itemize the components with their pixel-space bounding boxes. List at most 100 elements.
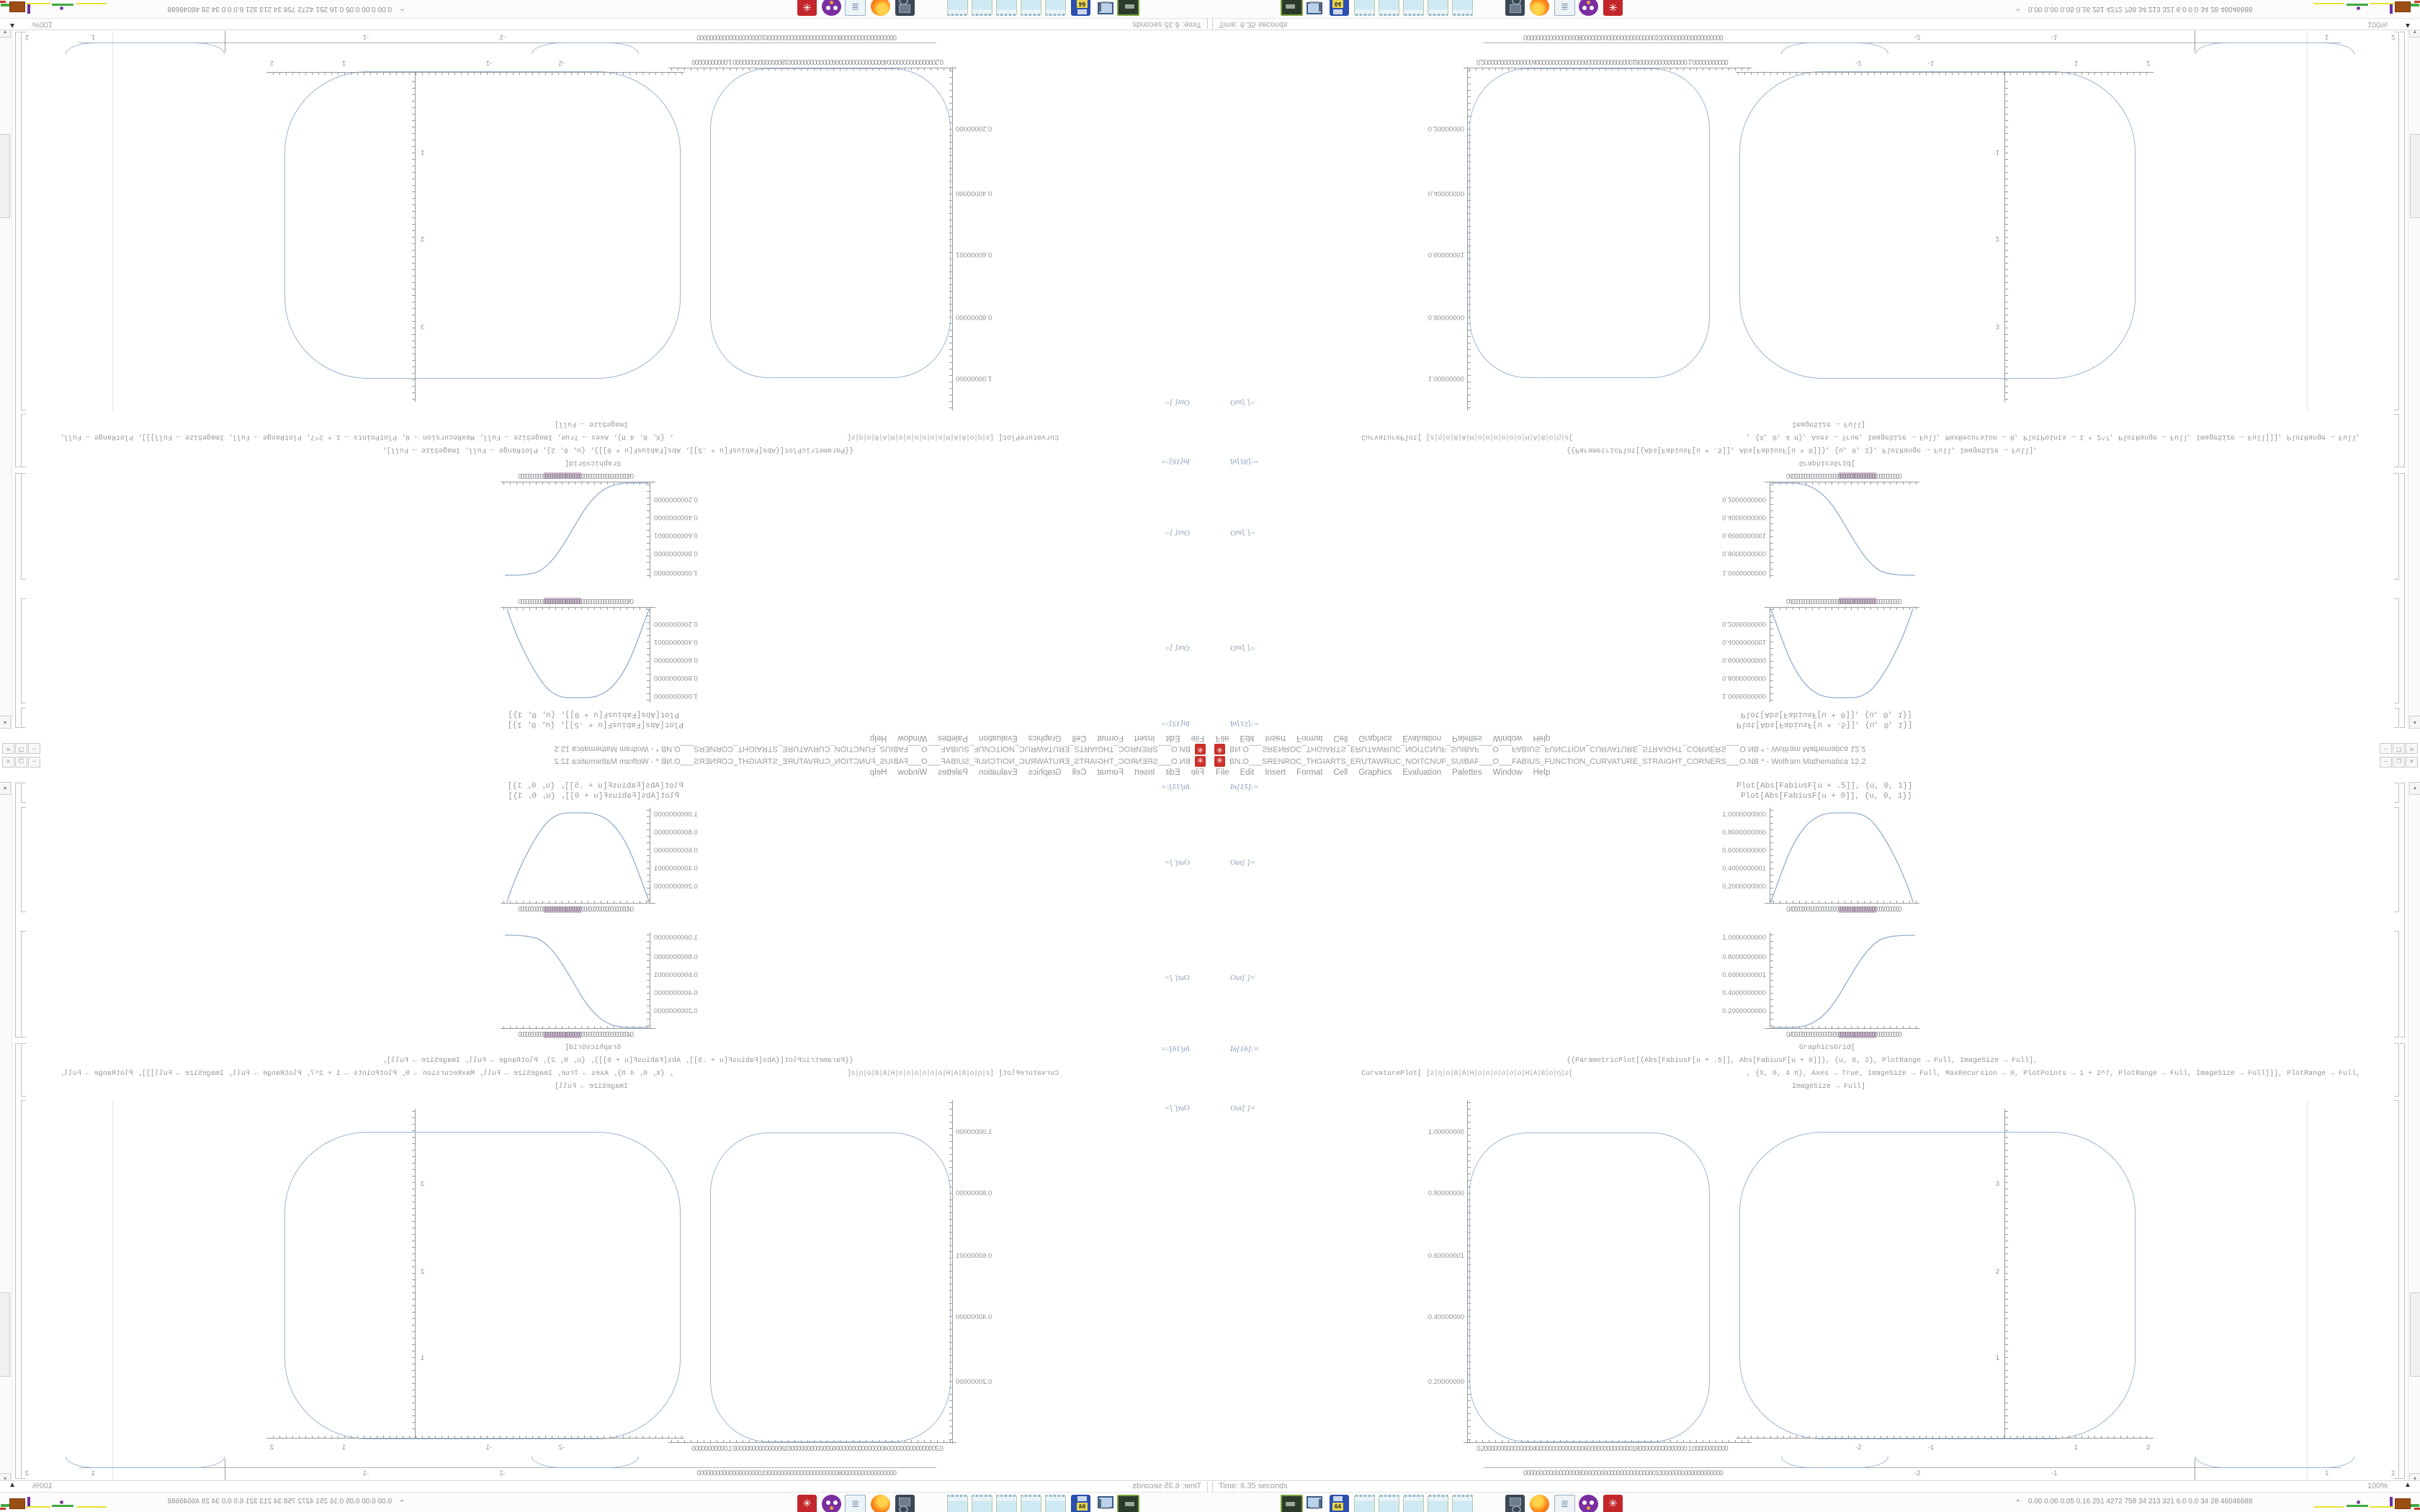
red-gear-icon[interactable]: ✳ [797, 1495, 817, 1512]
monitor-gear-icon[interactable] [1505, 1495, 1525, 1512]
tray-meter-green-icon[interactable] [2347, 4, 2368, 6]
tray-meter-red-icon[interactable] [2414, 1, 2420, 3]
restore-button[interactable]: ❐ [2393, 743, 2405, 754]
tray-meter-red-icon[interactable] [2414, 1508, 2420, 1510]
code-cell-1-line-2[interactable]: Plot[Abs[FabiusF[u + 0]], {u, 0, 1}] [508, 792, 679, 801]
menu-window[interactable]: Window [897, 734, 928, 742]
cell-group-bracket[interactable] [2400, 783, 2405, 1038]
menu-cell[interactable]: Cell [1333, 734, 1348, 742]
notepad-icon[interactable] [1045, 1495, 1066, 1512]
tray-meter-brown-icon[interactable] [9, 1498, 25, 1509]
vertical-scrollbar[interactable]: ▲ ▼ [2408, 19, 2420, 729]
vertical-scrollbar[interactable]: ▲ ▼ [2408, 781, 2420, 1491]
menu-graphics[interactable]: Graphics [1028, 768, 1062, 777]
code-cell-2-line-3b[interactable]: , {X, 0, 4 π}, Axes → True, ImageSize → … [1747, 1070, 2361, 1078]
cell-bracket[interactable] [21, 708, 26, 728]
code-cell-1-line-1[interactable]: Plot[Abs[FabiusF[u + .5]], {u, 0, 1}] [1736, 720, 1913, 729]
code-cell-2-line-3b[interactable]: , {X, 0, 4 π}, Axes → True, ImageSize → … [1747, 433, 2361, 441]
zoom-level[interactable]: 100% [32, 20, 53, 29]
tray-meter-yellow-icon[interactable] [76, 1506, 107, 1508]
notepad-icon[interactable] [1452, 0, 1473, 16]
code-cell-2-line-2[interactable]: {{ParametricPlot[{Abs[FabiusF[u + .5]], … [382, 1057, 853, 1065]
tray-meter-yellow2-icon[interactable] [2370, 1506, 2394, 1508]
tray-meter-brown-icon[interactable] [2395, 1498, 2411, 1509]
red-gear-icon[interactable]: ✳ [1603, 0, 1623, 16]
menu-edit[interactable]: Edit [1240, 768, 1255, 777]
code-cell-2-line-3a[interactable]: CurvaturePlot[ [998, 433, 1059, 441]
tray-expand-chevron[interactable]: ᄉ [399, 5, 405, 12]
scroll-up-arrow[interactable]: ▲ [2409, 716, 2420, 729]
cell-group-bracket[interactable] [15, 473, 20, 728]
notepad-icon[interactable] [1403, 1495, 1424, 1512]
cell-group-bracket[interactable] [2400, 32, 2405, 467]
menu-file[interactable]: File [1191, 768, 1204, 777]
vertical-scrollbar[interactable]: ▲ ▼ [0, 19, 12, 729]
notepad-icon[interactable] [972, 1495, 992, 1512]
red-gear-icon[interactable]: ✳ [1603, 1495, 1623, 1512]
cell-group-bracket[interactable] [15, 783, 20, 1038]
notepad-icon[interactable] [972, 0, 992, 16]
code-cell-2-line-3a[interactable]: CurvaturePlot[ [998, 1070, 1059, 1078]
tray-meter-green2-icon[interactable] [1, 4, 9, 6]
purple-mascot-icon[interactable] [1579, 1495, 1598, 1512]
monitor-gear-icon[interactable] [895, 0, 915, 16]
tray-meter-spike-icon[interactable] [27, 1497, 30, 1506]
code-cell-2-line-1[interactable]: GraphicsGrid[ [1799, 459, 1856, 467]
code-cell-2-line-1[interactable]: GraphicsGrid[ [564, 459, 621, 467]
zoom-menu-arrow[interactable]: ▲ [9, 1481, 16, 1489]
title-bar[interactable]: ✳ BN.O___SRENROC_THGIARTS_ERUTAWRUC_NOIT… [1210, 743, 2420, 755]
restore-button[interactable]: ❐ [15, 757, 27, 768]
firefox-icon[interactable] [1530, 0, 1549, 16]
cell-bracket[interactable] [2394, 783, 2399, 803]
menu-help[interactable]: Help [869, 734, 887, 742]
code-cell-2-line-4[interactable]: ImageSize → Full] [1792, 1083, 1866, 1091]
cell-bracket[interactable] [2394, 1100, 2399, 1479]
cell-bracket[interactable] [2394, 807, 2399, 912]
cell-bracket[interactable] [2394, 414, 2399, 467]
cell-bracket[interactable] [21, 1043, 26, 1097]
minimize-button[interactable]: – [2380, 743, 2392, 754]
menu-file[interactable]: File [1216, 768, 1229, 777]
close-button[interactable]: ✕ [2, 757, 14, 768]
zoom-level[interactable]: 100% [2367, 1482, 2388, 1490]
notepad-icon[interactable] [1428, 0, 1448, 16]
code-cell-2-line-2[interactable]: {{ParametricPlot[{Abs[FabiusF[u + .5]], … [382, 446, 853, 454]
notepad-icon[interactable] [1045, 0, 1066, 16]
notepad-icon[interactable] [1354, 0, 1375, 16]
monitor-pen-icon[interactable] [1305, 0, 1325, 16]
tray-meter-yellow-icon[interactable] [76, 3, 107, 4]
drive-dark-icon[interactable] [1281, 1495, 1303, 1512]
zoom-level[interactable]: 100% [2367, 20, 2388, 29]
cell-bracket[interactable] [2394, 708, 2399, 728]
code-cell-1-line-1[interactable]: Plot[Abs[FabiusF[u + .5]], {u, 0, 1}] [1736, 782, 1913, 791]
scroll-up-arrow[interactable]: ▲ [0, 716, 11, 729]
notepad-icon[interactable] [1452, 1495, 1473, 1512]
purple-mascot-icon[interactable] [822, 0, 841, 16]
menu-insert[interactable]: Insert [1265, 734, 1286, 742]
drive-dark-icon[interactable] [1117, 1495, 1139, 1512]
menu-cell[interactable]: Cell [1072, 734, 1087, 742]
cell-bracket[interactable] [2394, 598, 2399, 703]
close-button[interactable]: ✕ [2, 743, 14, 754]
zoom-level[interactable]: 100% [32, 1482, 53, 1490]
cell-group-bracket[interactable] [2400, 1043, 2405, 1479]
title-bar[interactable]: ✳ BN.O___SRENROC_THGIARTS_ERUTAWRUC_NOIT… [1210, 755, 2420, 768]
menu-insert[interactable]: Insert [1265, 768, 1286, 777]
menu-format[interactable]: Format [1296, 734, 1323, 742]
scroll-thumb[interactable] [0, 134, 10, 218]
menu-format[interactable]: Format [1296, 768, 1323, 777]
notepad-icon[interactable] [1021, 0, 1041, 16]
zoom-menu-arrow[interactable]: ▲ [2404, 1481, 2411, 1489]
scroll-doc-icon[interactable]: ≣ [1554, 1495, 1575, 1512]
menu-format[interactable]: Format [1097, 734, 1124, 742]
cell-group-bracket[interactable] [2400, 473, 2405, 728]
monitor-pen-icon[interactable] [1095, 0, 1115, 16]
tray-meter-yellow-icon[interactable] [2313, 1506, 2344, 1508]
scroll-thumb[interactable] [0, 1292, 10, 1377]
code-cell-2-line-1[interactable]: GraphicsGrid[ [1799, 1044, 1856, 1052]
code-cell-2-line-4[interactable]: ImageSize → Full] [554, 1083, 628, 1091]
minimize-button[interactable]: – [2380, 757, 2392, 768]
code-cell-2-line-3-mush[interactable]: [ƨ|ŋ|o|8|A|H|o|o|o|o|o|o|H|A|8|o|ŋ|ƨ[ [1426, 1070, 1573, 1078]
firefox-icon[interactable] [871, 1495, 890, 1512]
scroll-doc-icon[interactable]: ≣ [845, 1495, 866, 1512]
